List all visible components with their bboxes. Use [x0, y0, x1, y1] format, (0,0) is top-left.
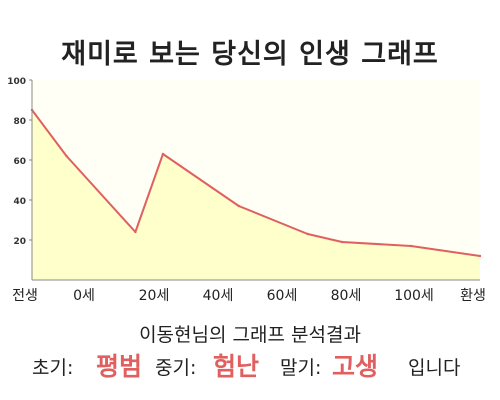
y-tick-label-40: 40	[13, 197, 26, 207]
data-point-6	[340, 240, 344, 244]
late-label: 말기:	[280, 357, 322, 379]
y-tick-label-20: 20	[13, 237, 26, 247]
data-point-4	[237, 204, 240, 208]
mid-label: 중기:	[155, 357, 197, 379]
data-point-2	[134, 230, 137, 234]
series-area	[32, 110, 480, 280]
y-tick-label-80: 80	[13, 117, 26, 127]
data-point-5	[306, 232, 309, 236]
analysis-subtitle: 이동현님의 그래프 분석결과	[139, 324, 361, 346]
data-point-8	[478, 254, 482, 258]
data-point-3	[161, 152, 165, 156]
x-tick-label-7: 환생	[460, 288, 486, 304]
analysis-result: 초기: 평범 중기: 험난 말기: 고생 입니다	[0, 345, 500, 385]
x-tick-label-1: 0세	[73, 288, 95, 304]
x-tick-label-5: 80세	[331, 288, 362, 304]
y-tick-label-60: 60	[13, 157, 26, 167]
x-tick-label-6: 100세	[394, 288, 434, 304]
page-title: 재미로 보는 당신의 인생 그래프	[61, 39, 439, 70]
data-point-1	[65, 154, 68, 158]
early-label: 초기:	[32, 357, 74, 379]
mid-value: 험난	[213, 352, 260, 381]
early-value: 평범	[96, 352, 143, 381]
x-tick-label-2: 20세	[139, 288, 170, 304]
x-tick-label-3: 40세	[203, 288, 234, 304]
late-value: 고생	[332, 352, 379, 381]
x-tick-label-0: 전생	[12, 288, 38, 304]
x-tick-label-4: 60세	[267, 288, 298, 304]
data-point-7	[409, 244, 413, 248]
y-tick-label-100: 100	[7, 77, 26, 87]
ending-text: 입니다	[408, 357, 461, 379]
